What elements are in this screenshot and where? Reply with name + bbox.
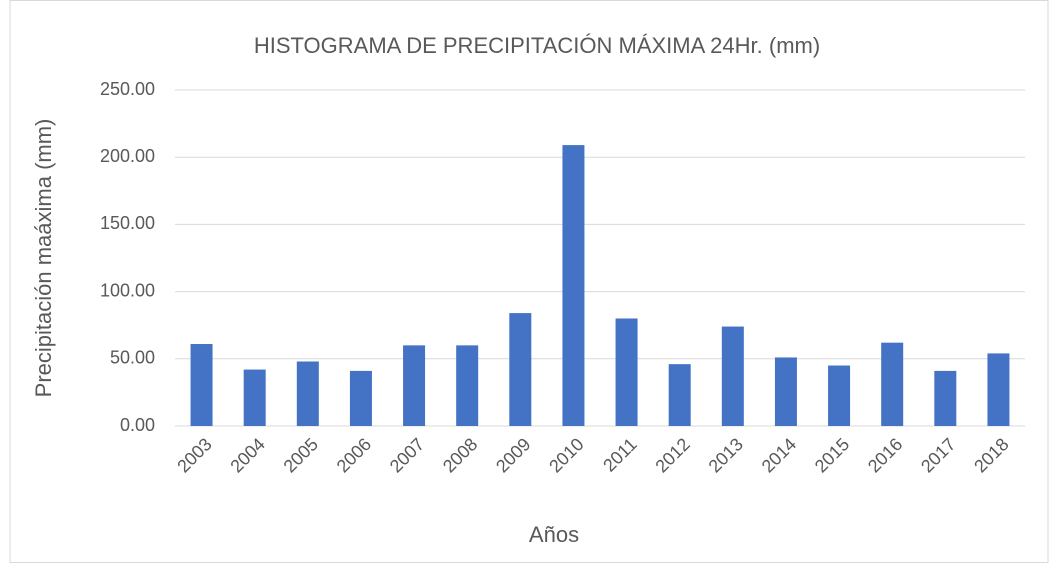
y-tick-label: 150.00 <box>100 213 155 233</box>
bar <box>987 353 1010 426</box>
x-axis-title: Años <box>529 522 579 547</box>
y-tick-label: 0.00 <box>120 415 155 435</box>
y-tick-label: 200.00 <box>100 146 155 166</box>
bar <box>881 342 904 426</box>
bar <box>615 318 638 426</box>
bar <box>509 313 532 426</box>
bar <box>668 364 691 426</box>
bar <box>774 357 797 426</box>
chart-title: HISTOGRAMA DE PRECIPITACIÓN MÁXIMA 24Hr.… <box>254 33 820 58</box>
bar <box>721 326 744 426</box>
bar <box>243 369 266 426</box>
bar <box>562 145 585 426</box>
bar <box>456 345 479 426</box>
y-tick-label: 250.00 <box>100 79 155 99</box>
bar <box>934 370 957 426</box>
bar <box>828 365 851 426</box>
bar <box>349 370 372 426</box>
chart-border <box>9 0 1049 563</box>
y-axis-title: Precipitación maáxima (mm) <box>31 119 56 398</box>
y-tick-label: 50.00 <box>110 348 155 368</box>
y-tick-label: 100.00 <box>100 280 155 300</box>
bar <box>190 344 213 426</box>
bar <box>403 345 426 426</box>
bar <box>296 361 319 426</box>
